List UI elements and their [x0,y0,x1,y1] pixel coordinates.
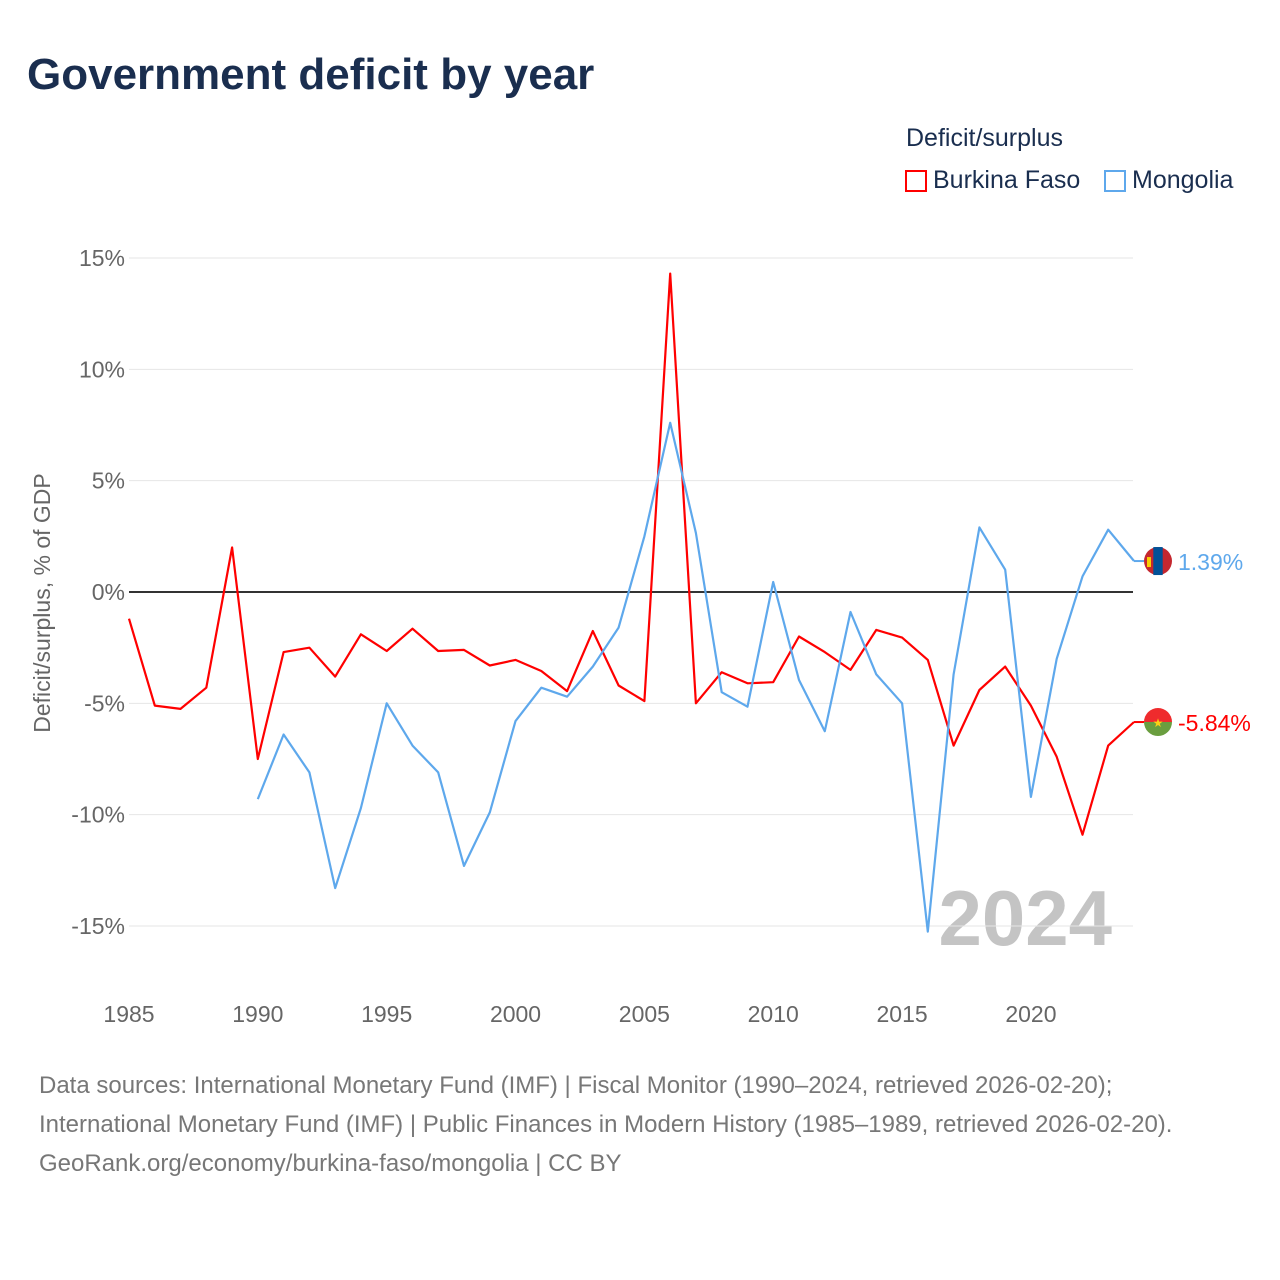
y-tick-label: 15% [79,245,125,271]
burkina-faso-flag-icon [1144,722,1172,737]
y-tick-label: -15% [71,913,125,939]
series-line-mongolia [256,421,1135,933]
y-tick-label: -10% [71,802,125,828]
legend-swatch-burkina-faso [905,169,927,192]
x-tick-label: 1985 [103,1001,154,1027]
legend-swatch-mongolia [1104,169,1126,192]
x-tick-label: 1990 [232,1001,283,1027]
x-tick-label: 1995 [361,1001,412,1027]
mongolia-flag-stripe [1153,547,1163,576]
legend-label: Mongolia [1132,166,1234,194]
line-chart: 2024 15% 10% 5% 0% -5% -10% -15% 1985 1990 1995 200… [29,245,1251,1027]
data-sources: Data sources: International Monetary Fun… [39,1072,1173,1138]
chart-title: Government deficit by year [27,50,595,99]
footer: Data sources: International Monetary Fun… [39,1066,1239,1183]
x-tick-label: 2000 [490,1001,541,1027]
burkina-faso-flag-icon [1144,708,1172,723]
series-line-burkina-faso [127,272,1135,836]
mongolia-soyombo-icon [1147,557,1151,568]
end-value-label: 1.39% [1178,549,1243,575]
y-tick-label: -5% [84,690,125,716]
x-tick-label: 2005 [619,1001,670,1027]
year-watermark: 2024 [938,874,1112,962]
credit-link[interactable]: GeoRank.org/economy/burkina-faso/mongoli… [39,1150,622,1177]
y-tick-label: 0% [92,579,125,605]
y-tick-label: 5% [92,468,125,494]
legend-label: Burkina Faso [933,166,1081,194]
end-value-label: -5.84% [1178,710,1251,736]
x-tick-label: 2010 [748,1001,799,1027]
legend-item-mongolia[interactable]: Mongolia [1104,166,1233,195]
y-tick-label: 10% [79,356,125,382]
legend-item-burkina-faso[interactable]: Burkina Faso [905,166,1080,195]
legend-title: Deficit/surplus [906,124,1063,152]
flag-star-icon: ★ [1153,716,1164,730]
x-tick-label: 2015 [876,1001,927,1027]
x-tick-label: 2020 [1005,1001,1056,1027]
y-axis-label: Deficit/surplus, % of GDP [29,473,55,732]
